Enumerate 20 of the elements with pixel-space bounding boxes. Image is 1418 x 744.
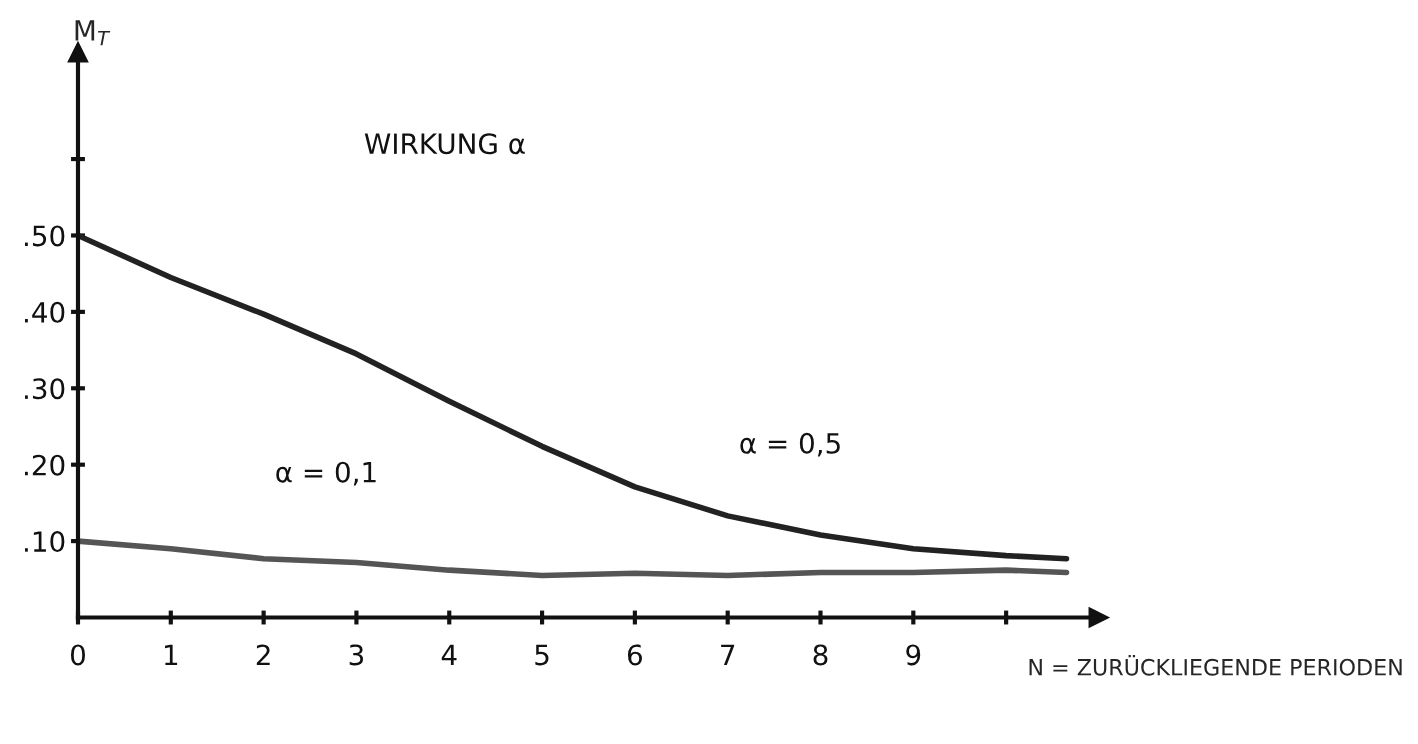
x-axis-title: N = ZURÜCKLIEGENDE PERIODEN [1029,655,1402,676]
y-tick-label: .20 [24,454,65,476]
x-tick-label: 1 [165,644,178,666]
x-tick-label: 7 [721,644,735,666]
x-tick-label: 5 [535,644,549,666]
x-tick-label: 9 [906,644,921,666]
text: α = 0,5 [740,432,840,457]
x-tick-label: 6 [627,644,642,666]
y-tick-label: .40 [24,301,65,323]
text: WIRKUNG α [364,133,525,155]
x-tick-label: 3 [349,644,364,666]
x-tick-label: 0 [70,644,85,666]
y-axis-title: M$_{T}$ [75,20,111,46]
x-tick-label: 4 [441,644,457,666]
text: α = 0,1 [276,461,376,486]
x-tick-label: 2 [256,644,270,666]
y-tick-label: .50 [24,225,65,247]
x-tick-label: 8 [813,644,828,666]
y-tick-label: .30 [24,378,65,400]
y-tick-label: .10 [24,531,65,553]
